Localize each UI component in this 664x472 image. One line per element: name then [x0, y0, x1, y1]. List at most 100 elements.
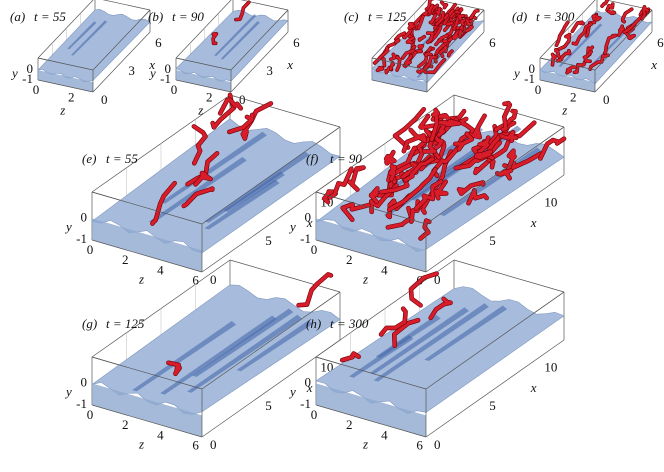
- vortex: [211, 32, 218, 45]
- vortex: [556, 49, 571, 63]
- y-tick-label: -1: [160, 71, 171, 86]
- vortex: [417, 44, 424, 51]
- surface-side: [92, 218, 202, 272]
- x-tick-label: 5: [265, 398, 272, 413]
- vortex: [379, 306, 408, 337]
- vortex: [392, 318, 420, 348]
- y-tick-label: -1: [300, 396, 311, 411]
- vortex: [499, 130, 518, 143]
- vortex: [369, 186, 380, 204]
- z-tick-label: 6: [416, 438, 423, 453]
- surface: [175, 10, 289, 82]
- box-edge: [230, 9, 289, 71]
- vortex: [393, 107, 426, 150]
- x-axis-label: x: [530, 215, 537, 230]
- vortex: [418, 35, 426, 42]
- vortex: [605, 2, 614, 12]
- vortex: [583, 50, 593, 63]
- box-edge: [371, 79, 428, 93]
- panel-time: t = 125: [368, 9, 407, 24]
- y-tick-label: 0: [529, 61, 536, 76]
- x-axis-label: x: [306, 380, 313, 395]
- streak: [132, 320, 237, 392]
- vortex: [572, 23, 593, 46]
- box-edge: [102, 0, 151, 11]
- box-edge: [37, 79, 94, 93]
- z-tick-label: 0: [535, 82, 542, 97]
- box-edge: [229, 259, 341, 293]
- vortex: [505, 149, 517, 174]
- vortex: [417, 13, 425, 30]
- vortex: [404, 54, 413, 66]
- x-tick-label: 6: [489, 35, 496, 50]
- vortex: [425, 0, 433, 11]
- z-axis-label: z: [362, 436, 368, 451]
- box-edge: [91, 356, 203, 390]
- vortex: [495, 168, 513, 180]
- vortex: [426, 31, 434, 44]
- box-edge: [201, 291, 341, 390]
- panel-time: t = 300: [536, 9, 575, 24]
- vortex: [150, 181, 177, 226]
- streak: [349, 335, 414, 378]
- box-edge: [91, 239, 203, 273]
- box-edge: [175, 79, 232, 93]
- y-tick-label: 0: [305, 209, 312, 224]
- streak: [67, 21, 97, 50]
- vortex: [234, 1, 251, 21]
- box-edge: [92, 31, 151, 93]
- vortex: [427, 4, 434, 14]
- box-edge: [539, 79, 596, 93]
- streak: [424, 305, 508, 361]
- vortex: [428, 297, 453, 320]
- streak: [204, 179, 280, 230]
- y-tick-label: -1: [76, 396, 87, 411]
- y-tick-label: -1: [76, 231, 87, 246]
- z-tick-label: 0: [311, 407, 318, 422]
- y-axis-label: y: [288, 219, 296, 234]
- box-edge: [201, 126, 341, 225]
- x-tick-label: 5: [489, 398, 496, 413]
- vortex: [395, 56, 402, 72]
- surface-side: [372, 70, 427, 92]
- box-edge: [229, 94, 341, 128]
- z-tick-label: 2: [68, 90, 75, 105]
- box-edge: [230, 31, 289, 93]
- y-axis-label: y: [148, 65, 156, 80]
- vortex: [588, 54, 610, 71]
- vortex: [573, 59, 587, 74]
- streak: [223, 171, 285, 212]
- z-tick-label: 0: [311, 242, 318, 257]
- z-axis-label: z: [138, 436, 144, 451]
- streak: [160, 315, 277, 395]
- vortex: [457, 180, 485, 196]
- streak: [558, 23, 603, 67]
- box-edge: [425, 174, 565, 273]
- panel: (c) t = 125 6: [344, 0, 496, 93]
- x-axis-label: x: [530, 380, 537, 395]
- box-edge: [315, 191, 427, 225]
- panel-label: (c): [344, 9, 358, 24]
- z-tick-label: 4: [157, 262, 164, 277]
- vortex: [388, 164, 397, 181]
- streak: [148, 156, 247, 223]
- box-edge: [240, 0, 289, 11]
- streak: [373, 303, 489, 382]
- x-tick-label: 10: [320, 359, 333, 374]
- vortex: [407, 22, 415, 30]
- vortex: [389, 61, 395, 71]
- x-tick-label: 6: [657, 35, 664, 50]
- vortex: [436, 7, 441, 16]
- vortex: [474, 149, 493, 160]
- z-axis-label: z: [138, 271, 144, 286]
- box-edge: [37, 57, 94, 71]
- x-axis-label: x: [286, 57, 293, 72]
- vortex: [340, 351, 361, 362]
- box-edge: [426, 9, 485, 71]
- z-tick-label: 0: [33, 82, 40, 97]
- x-tick-label: 5: [489, 233, 496, 248]
- x-axis-label: x: [148, 57, 155, 72]
